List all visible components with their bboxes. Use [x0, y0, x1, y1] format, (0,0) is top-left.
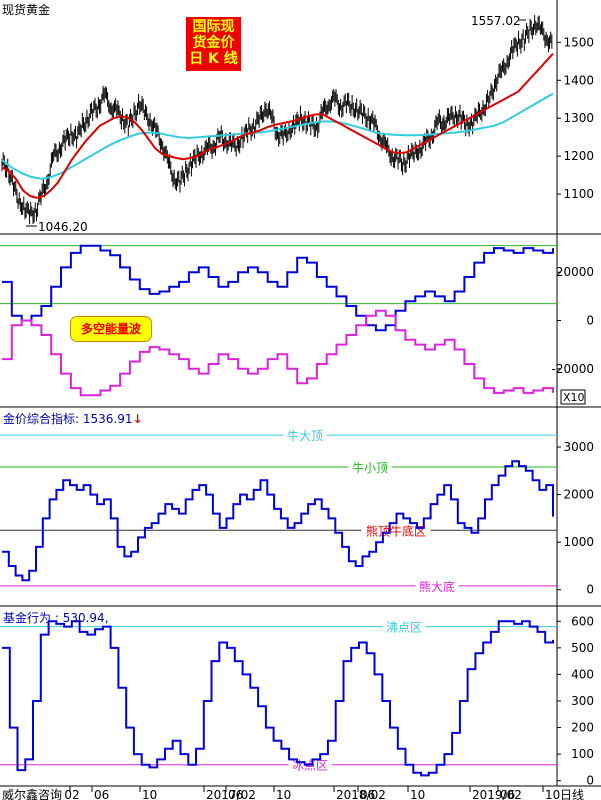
xtick-label: 02 — [64, 788, 79, 800]
composite-index-label: 金价综合指标 — [3, 412, 76, 426]
xtick-label: 10 — [142, 788, 157, 800]
ytick-label: -20000 — [551, 362, 594, 376]
ytick-label: 0 — [586, 314, 594, 328]
composite-ref-label: 熊大底 — [419, 579, 455, 594]
fund-ref-label-bg — [382, 619, 426, 634]
fund-behavior-line — [2, 620, 554, 777]
ytick-label: 1100 — [563, 187, 594, 201]
composite-ref-label-bg — [415, 578, 459, 593]
ytick-label: 1500 — [563, 35, 594, 49]
ytick-label: 0 — [586, 583, 594, 597]
composite-ref-label-bg — [283, 428, 327, 443]
price-bars — [1, 15, 553, 225]
ytick-label: 1000 — [563, 535, 594, 549]
ytick-label: 20000 — [556, 265, 594, 279]
badge-line-3: 日 K 线 — [189, 51, 238, 67]
multiplier-box — [560, 389, 586, 405]
ytick-label: 1400 — [563, 73, 594, 87]
high-annotation: 1557.02 — [471, 14, 521, 28]
ytick-label: 1300 — [563, 111, 594, 125]
xtick-label: 06 — [94, 788, 109, 800]
composite-ref-label: 牛大顶 — [287, 428, 323, 443]
bear-energy-line — [2, 309, 554, 397]
ytick-label: 600 — [571, 614, 594, 628]
xtick-label: 2018/02 — [336, 788, 386, 800]
xtick-label: 06 — [360, 788, 375, 800]
title-badge: 国际现 货金价 日 K 线 — [186, 17, 241, 71]
ytick-label: 200 — [571, 721, 594, 735]
ytick-label: 2000 — [563, 488, 594, 502]
badge-line-2: 货金价 — [192, 35, 235, 51]
fund-behavior-value: 530.94 — [62, 611, 105, 625]
low-annotation: 1046.20 — [38, 220, 88, 234]
ma-slow-line — [1, 92, 554, 180]
ytick-label: 1200 — [563, 149, 594, 163]
xtick-label: 10 — [410, 788, 425, 800]
xtick-label: 10 — [276, 788, 291, 800]
composite-ref-label: 牛小顶 — [352, 460, 388, 475]
down-arrow-icon: ↓ — [132, 412, 143, 426]
ytick-label: 400 — [571, 667, 594, 681]
ytick-label: 300 — [571, 694, 594, 708]
ma-fast-line — [1, 53, 554, 199]
ytick-label: 100 — [571, 747, 594, 761]
app-title: 现货黄金 — [2, 3, 51, 17]
fund-ref-label: 沸点区 — [386, 621, 422, 635]
energy-wave-badge: 多空能量波 — [70, 316, 152, 342]
bull-energy-line — [2, 244, 554, 332]
composite-ref-label-bg — [361, 523, 431, 538]
composite-index-line — [2, 460, 554, 582]
ytick-label: 500 — [571, 641, 594, 655]
xtick-label: 06 — [500, 788, 515, 800]
composite-index-value: 1536.91 — [82, 412, 133, 426]
ytick-label: 3000 — [563, 440, 594, 454]
badge-line-1: 国际现 — [192, 19, 235, 35]
composite-ref-label-bg — [348, 460, 392, 475]
xtick-label: 2019/02 — [472, 788, 522, 800]
fund-behavior-header: 基金行为 : 530.94, — [3, 611, 109, 625]
composite-index-header: 金价综合指标: 1536.91↓ — [3, 412, 143, 426]
period-label: 日线 — [560, 788, 585, 800]
composite-ref-label: 熊顶牛底区 — [366, 523, 426, 538]
vendor-label: 威尔鑫咨询 — [2, 788, 63, 800]
fund-behavior-label: 基金行为 — [3, 611, 52, 625]
ytick-label: 0 — [586, 774, 594, 788]
xtick-label: 10 — [545, 788, 560, 800]
xtick-label: 2017/02 — [206, 788, 256, 800]
xtick-label: 06 — [228, 788, 243, 800]
multiplier-label: X10 — [563, 391, 585, 404]
